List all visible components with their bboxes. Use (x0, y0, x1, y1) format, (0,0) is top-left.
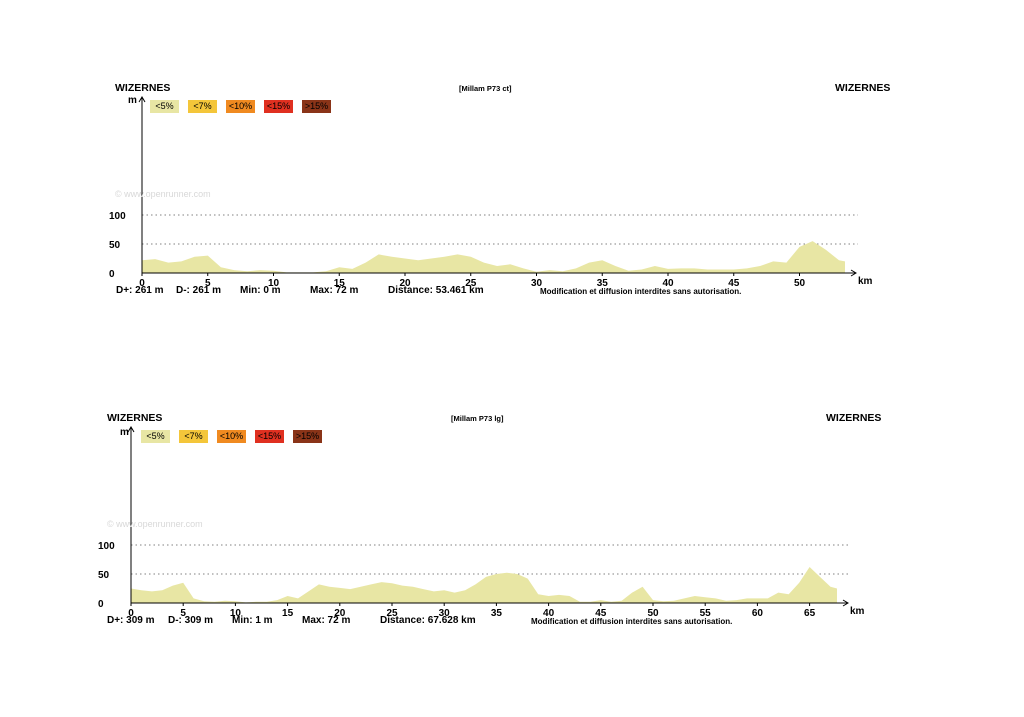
legend-item-lt7: <7% (188, 100, 217, 113)
x-tick-label: 5 (180, 608, 186, 619)
legend-item-gt15: >15% (293, 430, 322, 443)
x-tick-label: 10 (230, 608, 242, 619)
x-tick-label: 65 (804, 608, 816, 619)
y-axis-unit: m (128, 95, 137, 106)
x-tick-label: 30 (531, 278, 543, 289)
x-tick-label: 40 (543, 608, 555, 619)
y-tick-label: 100 (98, 541, 115, 552)
chart-2-plot: 0 5 10 15 20 25 30 35 40 45 50 55 60 65 km 0 50 100 (98, 426, 865, 619)
y-axis-arrow (127, 426, 135, 433)
chart-title: [Millam P73 ct] (459, 84, 512, 93)
y-axis-arrow (138, 96, 146, 103)
x-tick-label: 55 (700, 608, 712, 619)
x-tick-label: 0 (128, 608, 134, 619)
slope-legend: <5% <7% <10% <15% >15% (141, 430, 322, 443)
legend-item-lt15: <15% (255, 430, 284, 443)
stat-dminus: D-: 261 m (176, 285, 222, 296)
watermark: © www.openrunner.com (115, 189, 211, 199)
x-tick-label: 40 (662, 278, 674, 289)
x-tick-label: 0 (139, 278, 145, 289)
y-tick-label: 0 (109, 269, 115, 280)
x-tick-label: 30 (439, 608, 451, 619)
stat-distance: Distance: 53.461 km (388, 285, 484, 296)
x-axis-unit: km (850, 606, 865, 617)
x-tick-label: 25 (386, 608, 398, 619)
stat-min: Min: 1 m (232, 615, 273, 626)
slope-legend: <5% <7% <10% <15% >15% (150, 100, 331, 113)
legend-item-lt5: <5% (150, 100, 179, 113)
end-label: WIZERNES (826, 412, 882, 424)
legend-item-lt5: <5% (141, 430, 170, 443)
y-tick-label: 100 (109, 211, 126, 222)
x-tick-label: 5 (205, 278, 211, 289)
legend-item-lt10: <10% (217, 430, 246, 443)
y-tick-label: 0 (98, 599, 104, 610)
x-axis-unit: km (858, 276, 873, 287)
legend-item-lt7: <7% (179, 430, 208, 443)
end-label: WIZERNES (835, 82, 891, 94)
x-tick-label: 20 (399, 278, 411, 289)
x-tick-label: 20 (334, 608, 346, 619)
stat-max: Max: 72 m (302, 615, 351, 626)
x-tick-label: 50 (794, 278, 806, 289)
x-tick-label: 45 (728, 278, 740, 289)
copyright-notice: Modification et diffusion interdites san… (540, 287, 742, 296)
watermark: © www.openrunner.com (107, 519, 203, 529)
copyright-notice: Modification et diffusion interdites san… (531, 617, 733, 626)
elevation-profile-area (131, 567, 837, 603)
start-label: WIZERNES (115, 82, 171, 94)
x-tick-label: 15 (334, 278, 346, 289)
elevation-chart-2: 0 5 10 15 20 25 30 35 40 45 50 55 60 65 km 0 50 100 WIZER… (0, 405, 1024, 665)
x-tick-label: 35 (597, 278, 609, 289)
legend-item-lt15: <15% (264, 100, 293, 113)
x-tick-label: 35 (491, 608, 503, 619)
start-label: WIZERNES (107, 412, 163, 424)
chart-1-plot: 0 5 10 15 20 25 30 35 40 45 50 km 0 50 100 (109, 96, 873, 289)
x-axis-arrow (850, 269, 857, 277)
x-tick-label: 45 (595, 608, 607, 619)
y-axis-unit: m (120, 427, 129, 438)
legend-item-gt15: >15% (302, 100, 331, 113)
x-axis-arrow (842, 599, 849, 607)
stat-distance: Distance: 67.628 km (380, 615, 476, 626)
elevation-chart-1: 0 5 10 15 20 25 30 35 40 45 50 km 0 50 100 WIZERNES [M… (0, 75, 1024, 335)
x-tick-label: 60 (752, 608, 764, 619)
stat-min: Min: 0 m (240, 285, 281, 296)
chart-title: [Millam P73 lg] (451, 414, 504, 423)
legend-item-lt10: <10% (226, 100, 255, 113)
y-tick-label: 50 (109, 240, 121, 251)
stat-max: Max: 72 m (310, 285, 359, 296)
stat-dplus: D+: 309 m (107, 615, 155, 626)
x-tick-label: 50 (647, 608, 659, 619)
y-tick-label: 50 (98, 570, 110, 581)
stat-dplus: D+: 261 m (116, 285, 164, 296)
x-tick-label: 25 (465, 278, 477, 289)
x-tick-label: 10 (268, 278, 280, 289)
x-tick-label: 15 (282, 608, 294, 619)
elevation-profile-area (142, 241, 845, 273)
stat-dminus: D-: 309 m (168, 615, 214, 626)
